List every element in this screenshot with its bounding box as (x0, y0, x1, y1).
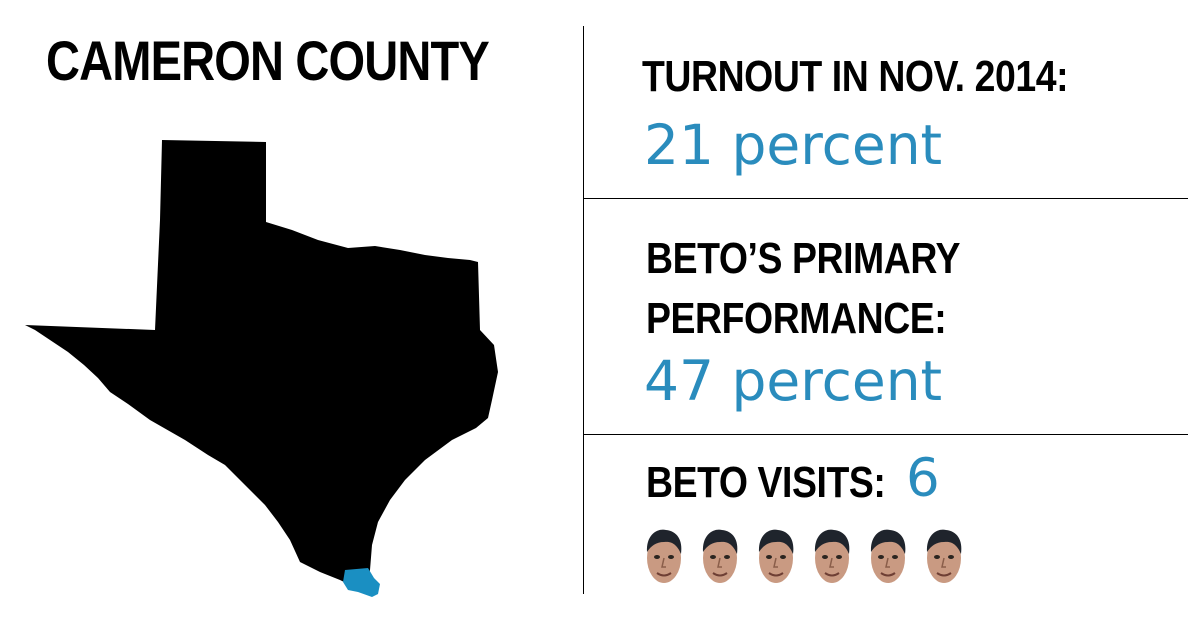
primary-label-line1: BETO’S PRIMARY (646, 234, 961, 283)
beto-face-icon (814, 529, 850, 583)
visits-row: BETO VISITS: (646, 448, 928, 507)
beto-face-icon (758, 529, 794, 583)
beto-face-icon (926, 529, 962, 583)
cameron-county-highlight (343, 568, 380, 597)
primary-label-line2: PERFORMANCE: (646, 294, 947, 343)
turnout-label: TURNOUT IN NOV. 2014: (642, 52, 1069, 101)
beto-face-icon (702, 529, 738, 583)
texas-state-shape (25, 140, 498, 588)
visits-label: BETO VISITS: (646, 458, 886, 507)
divider-2 (584, 434, 1188, 435)
beto-face-icon (646, 529, 682, 583)
turnout-value: 21 percent (644, 113, 943, 177)
primary-value: 47 percent (644, 349, 943, 413)
beto-face-icon (870, 529, 906, 583)
visits-value: 6 (906, 448, 940, 509)
texas-map (25, 140, 498, 597)
beto-face-row (644, 524, 964, 588)
divider-1 (584, 198, 1188, 199)
page-title: CAMERON COUNTY (46, 29, 490, 92)
vertical-divider (583, 26, 584, 594)
